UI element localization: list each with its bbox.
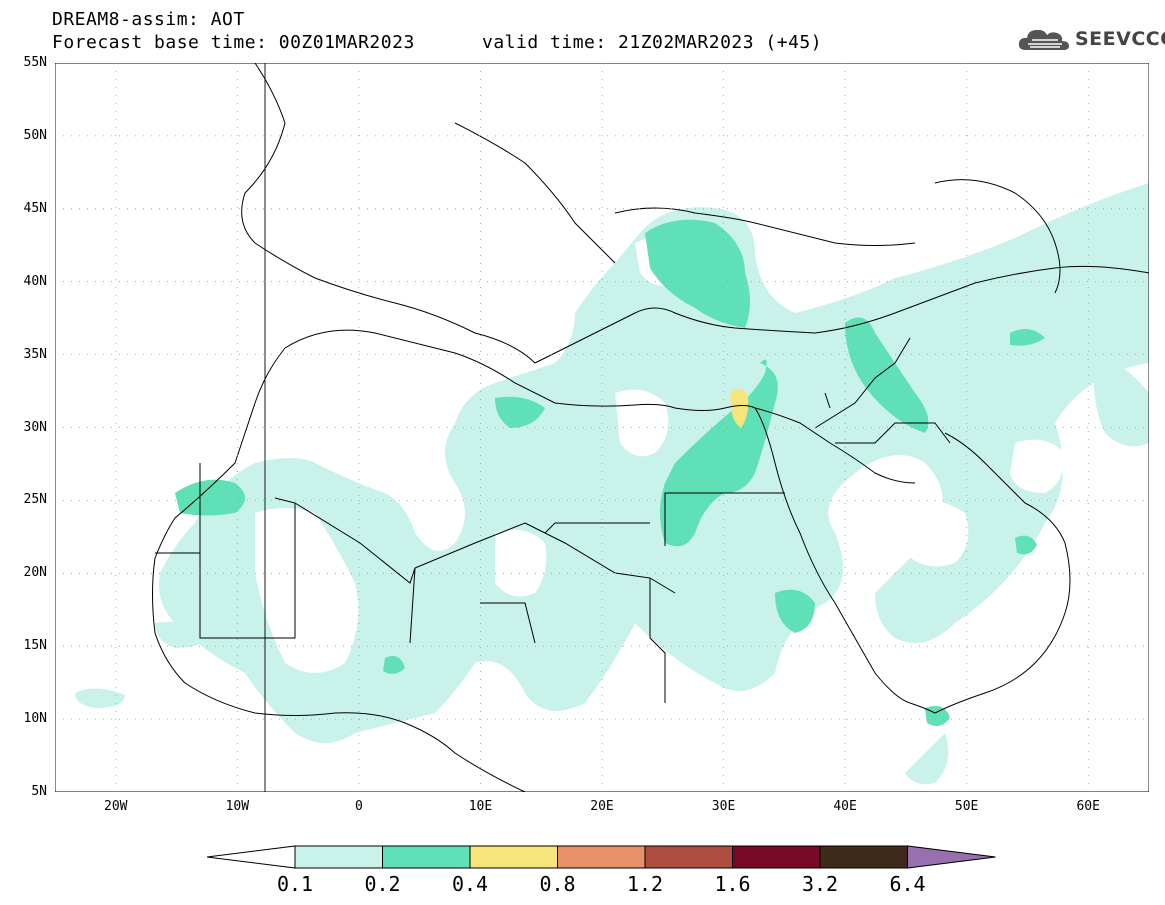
colorbar-over-triangle — [907, 845, 996, 869]
colorbar-level-label: 6.4 — [889, 872, 926, 896]
colorbar-level-label: 0.2 — [364, 872, 401, 896]
lon-label: 20W — [104, 799, 128, 814]
logo-text: SEEVCCC — [1075, 28, 1165, 50]
aot-band-0p4 — [730, 388, 749, 428]
aot-band-0p1 — [75, 183, 1149, 785]
lon-label: 60E — [1076, 799, 1100, 814]
colorbar-level-label: 0.1 — [276, 872, 314, 896]
colorbar-level-label: 3.2 — [801, 872, 839, 896]
colorbar-level-label: 0.4 — [451, 872, 489, 896]
lat-label: 10N — [23, 711, 47, 727]
lon-label: 10E — [468, 799, 493, 814]
colorbar-segment — [382, 845, 471, 869]
colorbar-segment — [732, 845, 821, 869]
colorbar-segment — [469, 845, 558, 869]
lat-label: 30N — [23, 419, 47, 435]
aot-field — [75, 183, 1149, 785]
map-panel — [55, 63, 1149, 792]
colorbar-level-label: 1.6 — [714, 872, 751, 896]
lat-label: 5N — [31, 784, 47, 799]
forecast-base-time: Forecast base time: 00Z01MAR2023 — [52, 32, 415, 53]
lat-label: 55N — [23, 55, 47, 70]
lon-label: 50E — [954, 799, 979, 814]
lat-label: 50N — [23, 127, 47, 143]
colorbar-under-triangle — [207, 845, 296, 869]
map-title: DREAM8-assim: AOT — [52, 9, 245, 30]
colorbar-segment — [819, 845, 908, 869]
lat-label: 15N — [23, 638, 47, 654]
lon-label: 20E — [590, 799, 614, 814]
seevccc-logo: SEEVCCC — [1016, 24, 1165, 54]
colorbar-segment — [294, 845, 383, 869]
lon-label: 0 — [354, 799, 363, 814]
lat-label: 45N — [23, 200, 47, 216]
lon-label: 40E — [833, 799, 857, 814]
lat-label: 25N — [23, 492, 47, 508]
colorbar — [207, 845, 996, 869]
valid-time: valid time: 21Z02MAR2023 (+45) — [482, 32, 823, 53]
colorbar-level-label: 1.2 — [626, 872, 664, 896]
colorbar-level-label: 0.8 — [539, 872, 576, 896]
colorbar-segment — [644, 845, 733, 869]
lon-label: 30E — [711, 799, 736, 814]
lat-label: 20N — [23, 565, 47, 581]
colorbar-segment — [557, 845, 646, 869]
coastlines-borders — [55, 63, 1149, 792]
lat-label: 35N — [23, 346, 47, 362]
lat-label: 40N — [23, 273, 47, 289]
cloud-logo-icon — [1018, 29, 1069, 50]
lon-label: 10W — [225, 799, 250, 814]
